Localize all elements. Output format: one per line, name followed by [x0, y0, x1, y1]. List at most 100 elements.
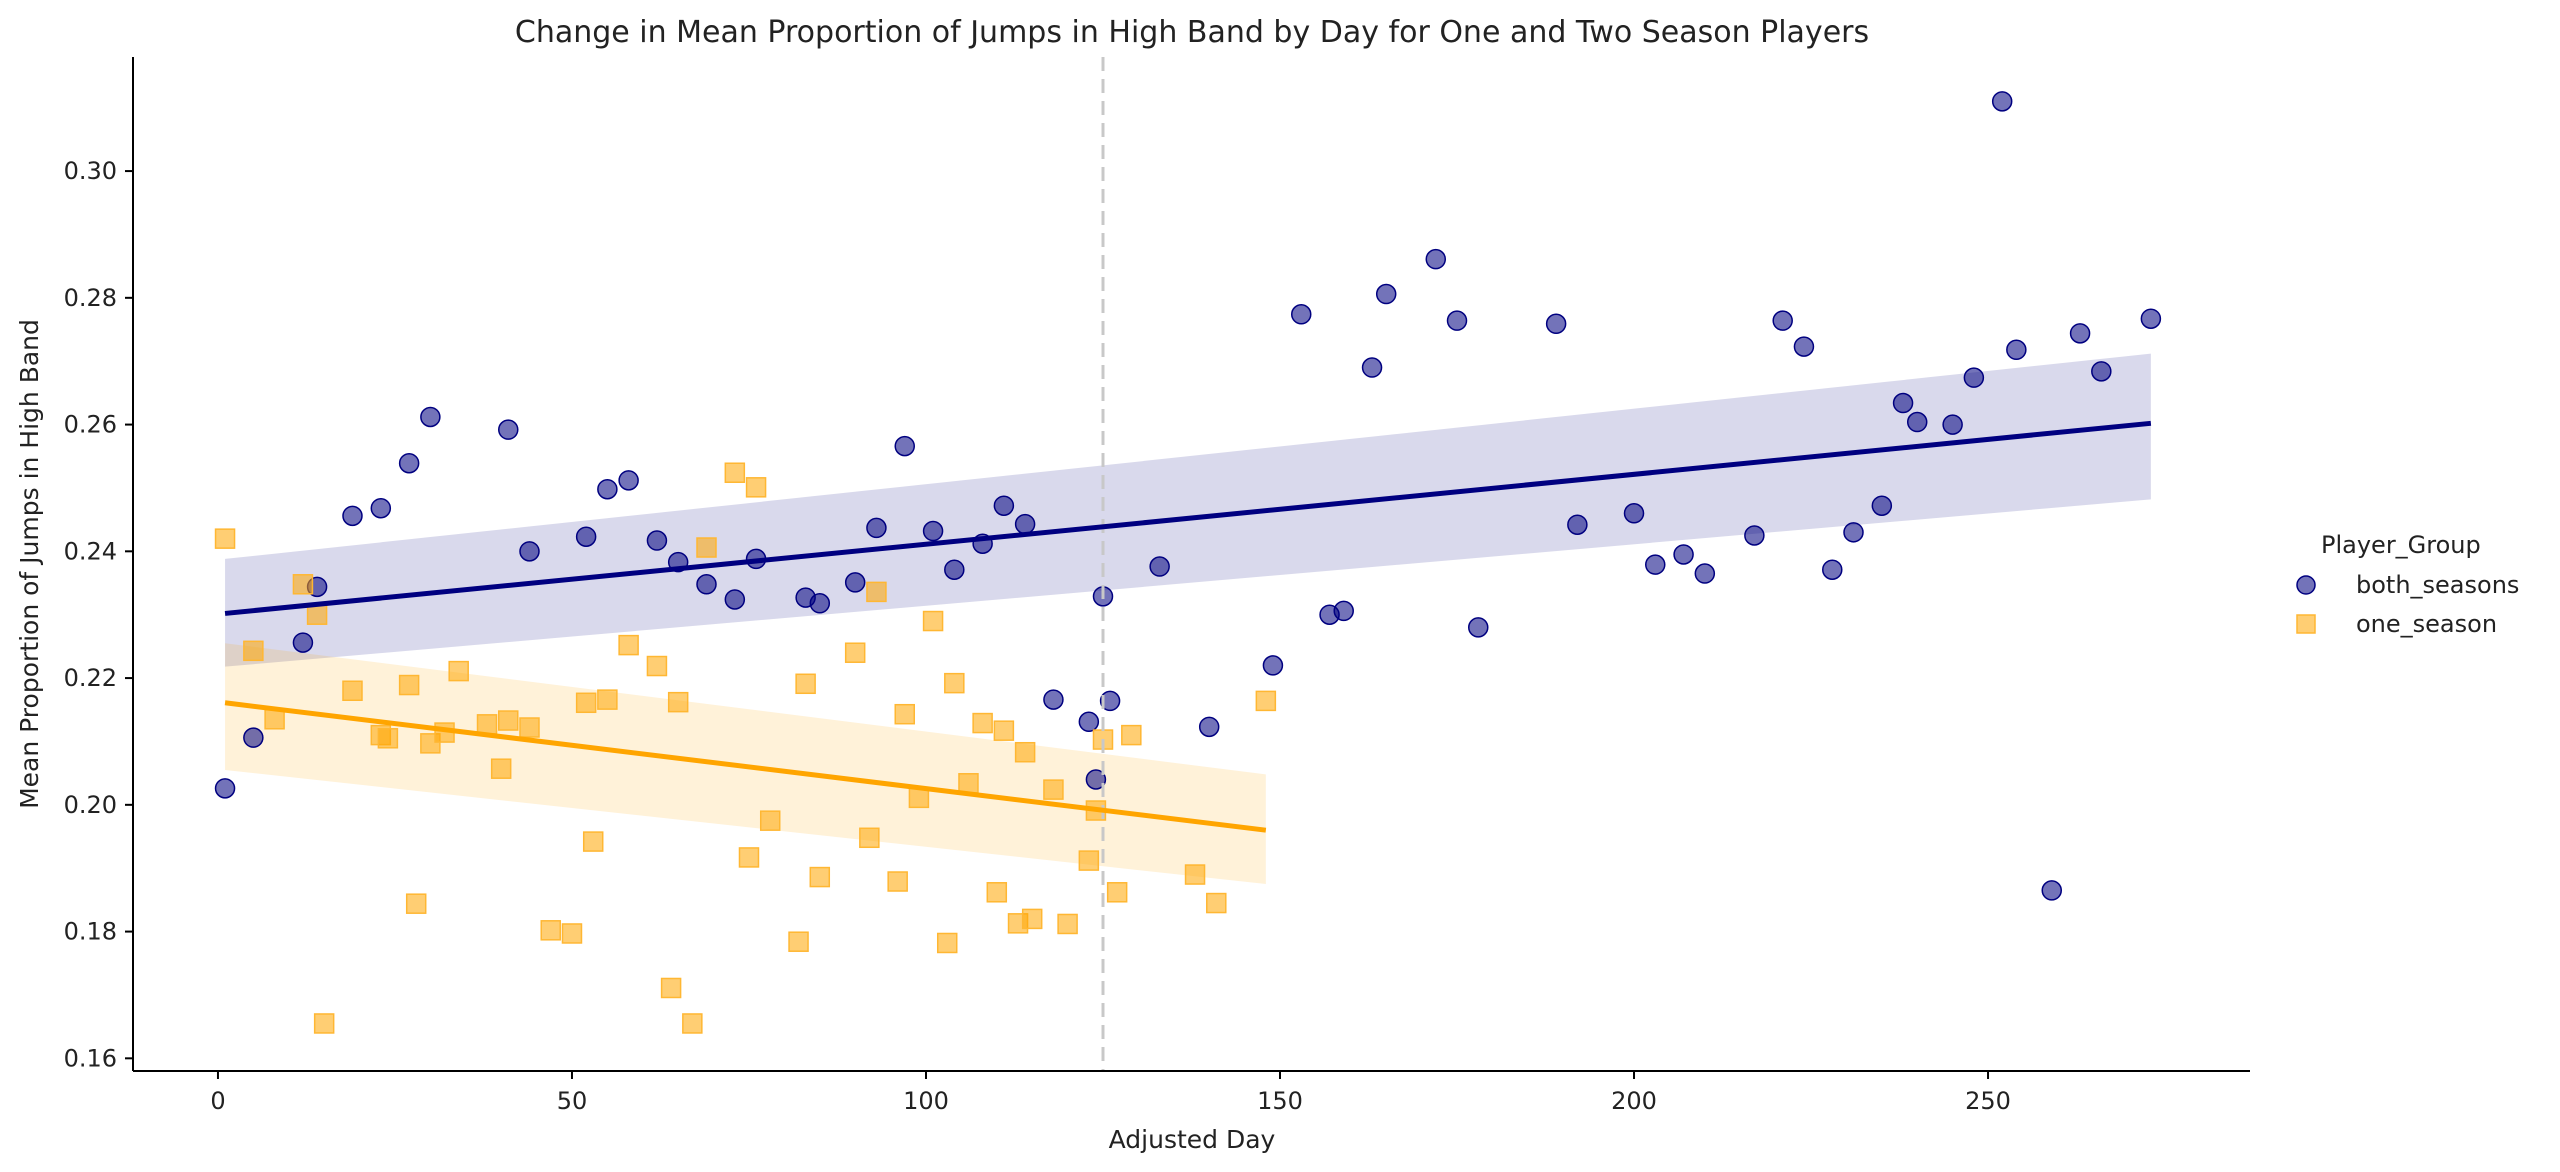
point-one_season-10: [405, 893, 427, 914]
ci-band-both_seasons: [225, 353, 2151, 667]
y-tick-label-1: 0.18: [64, 918, 117, 946]
point-both_seasons-5: [370, 497, 392, 519]
point-one_season-60: [1206, 892, 1227, 914]
point-one_season-5: [313, 1013, 335, 1034]
point-both_seasons-27: [1014, 513, 1036, 535]
point-one_season-42: [922, 610, 944, 632]
point-one_season-51: [1021, 908, 1043, 930]
point-one_season-23: [618, 634, 639, 656]
point-both_seasons-34: [1198, 716, 1220, 738]
point-both_seasons-48: [1673, 544, 1694, 565]
point-one_season-24: [646, 655, 668, 677]
point-one_season-25: [660, 977, 682, 999]
point-both_seasons-43: [1468, 617, 1489, 638]
point-one_season-53: [1057, 913, 1078, 935]
point-one_season-59: [1184, 864, 1206, 885]
point-one_season-0: [214, 528, 236, 549]
point-both_seasons-33: [1149, 556, 1170, 577]
legend-label-both-seasons: both_seasons: [2356, 571, 2519, 599]
point-both_seasons-19: [809, 593, 831, 614]
point-one_season-6: [342, 680, 363, 701]
x-axis-ticks: 0 50 100 150 200 250: [210, 1071, 2011, 1115]
y-tick-label-7: 0.30: [64, 157, 117, 185]
point-both_seasons-7: [420, 406, 441, 428]
point-both_seasons-1: [243, 727, 264, 748]
regression-line-one_season: [224, 700, 1267, 833]
y-axis-title: Mean Proportion of Jumps in High Band: [15, 319, 44, 809]
point-both_seasons-8: [498, 419, 519, 440]
point-one_season-20: [575, 692, 597, 714]
point-both_seasons-44: [1545, 313, 1567, 335]
y-axis-ticks: 0.16 0.18 0.20 0.22 0.24 0.26 0.28 0.30: [64, 157, 133, 1072]
point-one_season-45: [958, 773, 979, 794]
point-both_seasons-51: [1772, 310, 1793, 331]
point-one_season-13: [448, 660, 469, 682]
axes: [132, 57, 2250, 1072]
point-both_seasons-47: [1645, 554, 1666, 575]
regression-lines: [224, 420, 2152, 833]
point-one_season-52: [1043, 779, 1064, 800]
point-one_season-35: [809, 866, 831, 888]
point-both_seasons-45: [1567, 514, 1588, 535]
point-one_season-1: [243, 640, 264, 662]
point-one_season-46: [972, 712, 993, 734]
point-both_seasons-65: [2140, 308, 2162, 329]
x-axis-title: Adjusted Day: [1109, 1125, 1276, 1154]
y-tick-label-4: 0.24: [64, 537, 117, 565]
data-points: [214, 91, 2162, 1034]
point-both_seasons-29: [1078, 711, 1100, 733]
point-both_seasons-56: [1892, 392, 1914, 414]
point-both_seasons-59: [1963, 367, 1985, 388]
point-both_seasons-35: [1262, 655, 1284, 676]
point-one_season-44: [944, 672, 965, 694]
point-both_seasons-20: [844, 572, 866, 593]
point-both_seasons-50: [1744, 525, 1765, 546]
point-one_season-39: [887, 871, 908, 892]
legend-label-one-season: one_season: [2356, 610, 2497, 638]
y-tick-label-6: 0.28: [64, 284, 117, 312]
x-tick-label-200: 200: [1611, 1087, 1657, 1115]
point-both_seasons-11: [597, 478, 618, 500]
point-one_season-36: [844, 642, 866, 663]
point-both_seasons-28: [1043, 689, 1064, 710]
point-one_season-14: [476, 714, 498, 735]
point-one_season-3: [292, 574, 314, 595]
point-one_season-8: [377, 728, 399, 749]
point-one_season-43: [936, 932, 958, 954]
point-both_seasons-63: [2069, 323, 2091, 344]
x-tick-label-250: 250: [1965, 1087, 2011, 1115]
point-one_season-57: [1106, 882, 1128, 903]
legend-title: Player_Group: [2321, 531, 2481, 559]
point-one_season-40: [894, 703, 915, 725]
point-both_seasons-52: [1793, 336, 1815, 357]
point-both_seasons-46: [1623, 503, 1645, 524]
point-both_seasons-36: [1290, 304, 1312, 325]
point-both_seasons-62: [2041, 880, 2063, 901]
point-one_season-17: [519, 717, 540, 738]
point-both_seasons-57: [1906, 411, 1928, 433]
y-tick-label-0: 0.16: [64, 1044, 117, 1072]
point-both_seasons-21: [866, 517, 887, 539]
point-one_season-28: [696, 537, 717, 558]
point-both_seasons-4: [342, 505, 363, 527]
legend-marker-one-season: [2296, 614, 2316, 634]
point-one_season-31: [745, 477, 767, 498]
point-both_seasons-61: [2006, 339, 2027, 361]
point-both_seasons-30: [1085, 769, 1107, 790]
point-both_seasons-32: [1099, 690, 1121, 712]
point-one_season-22: [597, 689, 618, 710]
point-both_seasons-12: [618, 470, 639, 491]
point-one_season-26: [667, 691, 689, 713]
point-one_season-29: [724, 462, 746, 483]
point-one_season-33: [788, 931, 809, 952]
point-both_seasons-60: [1991, 91, 2013, 112]
point-one_season-61: [1255, 690, 1277, 712]
y-tick-label-2: 0.20: [64, 791, 117, 819]
point-both_seasons-64: [2091, 361, 2112, 382]
point-one_season-41: [908, 787, 930, 809]
legend: Player_Group both_seasons one_season: [2296, 531, 2519, 638]
point-one_season-34: [795, 673, 816, 695]
point-both_seasons-10: [575, 526, 597, 547]
point-one_season-37: [859, 827, 880, 849]
x-tick-label-100: 100: [903, 1087, 949, 1115]
